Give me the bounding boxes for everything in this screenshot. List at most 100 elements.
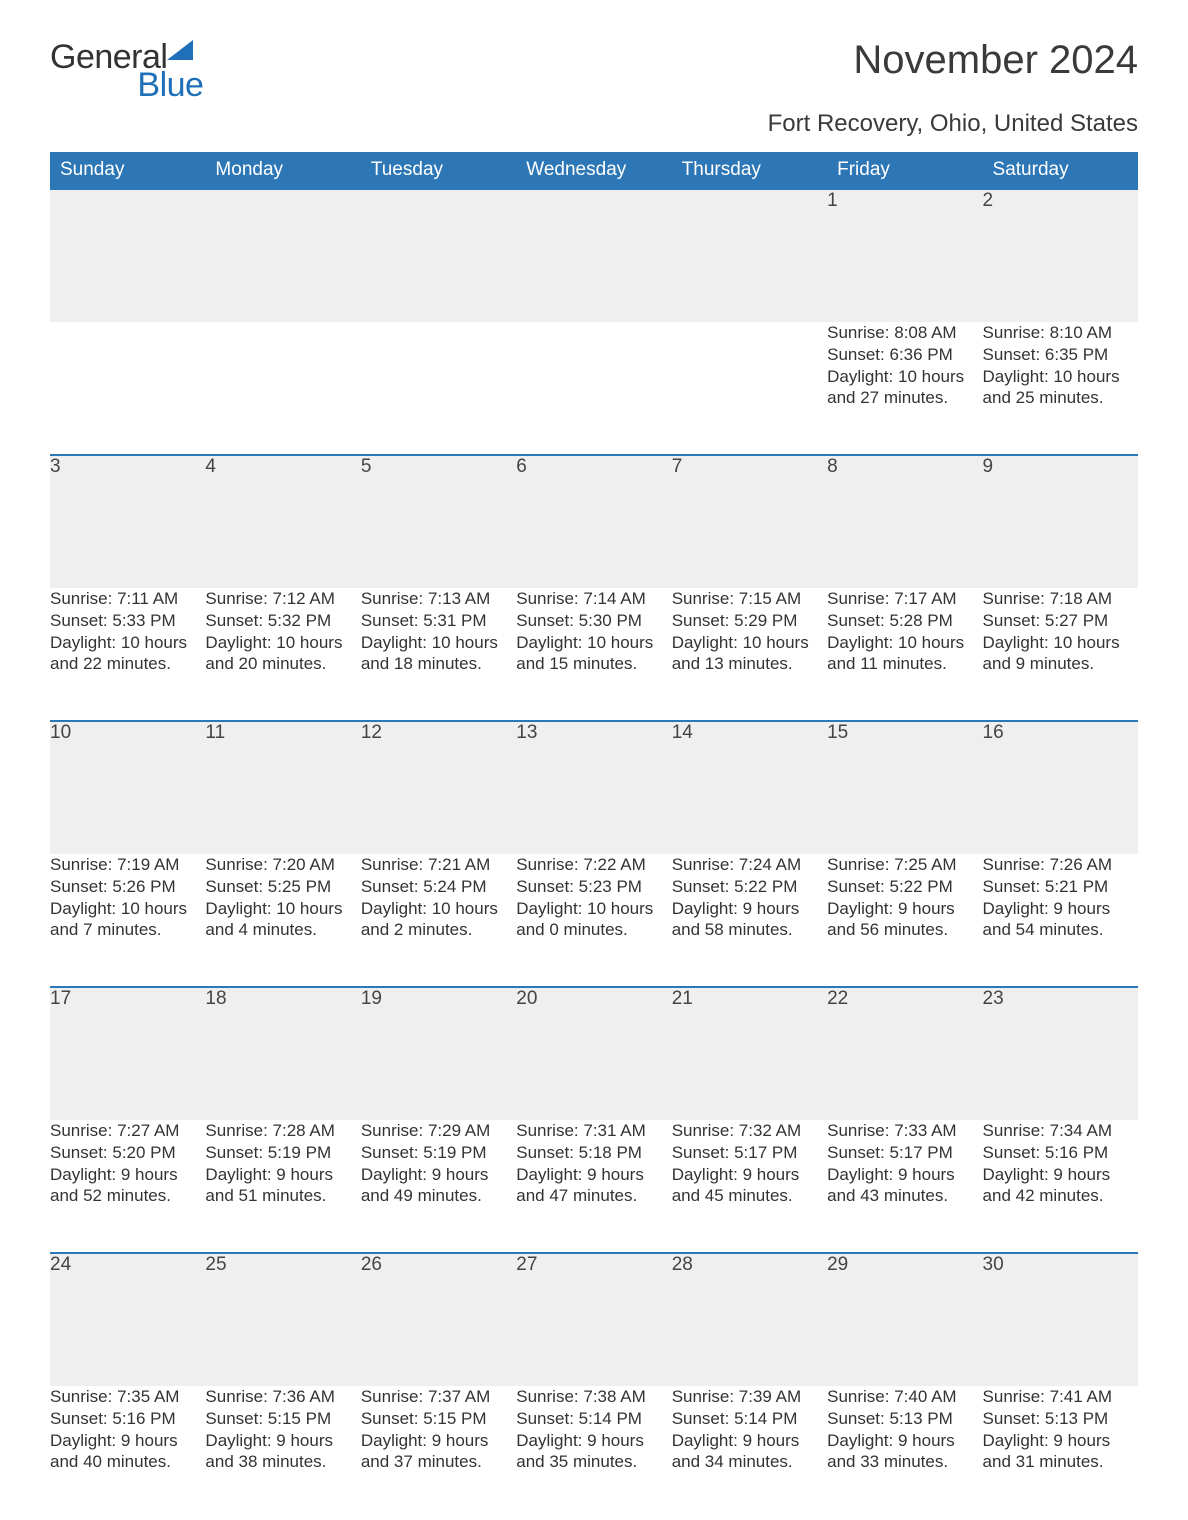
day-details-cell: Sunrise: 7:24 AMSunset: 5:22 PMDaylight:… bbox=[672, 854, 827, 987]
calendar-page: General Blue November 2024 Fort Recovery… bbox=[0, 0, 1188, 1520]
day-sunset: Sunset: 5:20 PM bbox=[50, 1142, 205, 1164]
day-details-cell: Sunrise: 7:29 AMSunset: 5:19 PMDaylight:… bbox=[361, 1120, 516, 1253]
day-header: Tuesday bbox=[361, 152, 516, 189]
sunset-label: Sunset: bbox=[983, 345, 1045, 364]
day-details-cell: Sunrise: 7:33 AMSunset: 5:17 PMDaylight:… bbox=[827, 1120, 982, 1253]
sunset-label: Sunset: bbox=[516, 611, 578, 630]
day-details-cell: Sunrise: 7:25 AMSunset: 5:22 PMDaylight:… bbox=[827, 854, 982, 987]
sunset-label: Sunset: bbox=[361, 1409, 423, 1428]
day-sunrise: Sunrise: 7:18 AM bbox=[983, 588, 1138, 610]
day-number-cell bbox=[516, 189, 671, 322]
sunrise-value: 7:18 AM bbox=[1050, 589, 1112, 608]
day-number: 16 bbox=[983, 722, 1004, 743]
day-number: 5 bbox=[361, 456, 372, 477]
sunrise-value: 7:27 AM bbox=[117, 1121, 179, 1140]
day-number-cell: 3 bbox=[50, 455, 205, 588]
day-sunset: Sunset: 5:32 PM bbox=[205, 610, 360, 632]
sunrise-label: Sunrise: bbox=[827, 855, 894, 874]
day-sunset: Sunset: 5:22 PM bbox=[672, 876, 827, 898]
day-daylight: Daylight: 10 hours and 2 minutes. bbox=[361, 898, 516, 942]
daylight-label: Daylight: bbox=[672, 1165, 743, 1184]
sunset-label: Sunset: bbox=[983, 611, 1045, 630]
sunrise-value: 7:40 AM bbox=[894, 1387, 956, 1406]
sunset-label: Sunset: bbox=[50, 1143, 112, 1162]
daylight-label: Daylight: bbox=[50, 1165, 121, 1184]
day-details-cell: Sunrise: 8:10 AMSunset: 6:35 PMDaylight:… bbox=[983, 322, 1138, 455]
logo-word-2: Blue bbox=[137, 66, 203, 104]
sunrise-label: Sunrise: bbox=[827, 323, 894, 342]
sunset-value: 5:18 PM bbox=[579, 1143, 642, 1162]
day-sunset: Sunset: 5:22 PM bbox=[827, 876, 982, 898]
day-sunset: Sunset: 5:16 PM bbox=[50, 1408, 205, 1430]
day-number: 24 bbox=[50, 1254, 71, 1275]
day-daylight: Daylight: 10 hours and 18 minutes. bbox=[361, 632, 516, 676]
daynum-row: 12 bbox=[50, 189, 1138, 322]
day-sunset: Sunset: 5:25 PM bbox=[205, 876, 360, 898]
day-sunset: Sunset: 5:33 PM bbox=[50, 610, 205, 632]
day-number-cell bbox=[361, 189, 516, 322]
sunrise-label: Sunrise: bbox=[672, 1387, 739, 1406]
day-sunrise: Sunrise: 7:19 AM bbox=[50, 854, 205, 876]
day-sunset: Sunset: 5:19 PM bbox=[361, 1142, 516, 1164]
day-details-cell: Sunrise: 7:18 AMSunset: 5:27 PMDaylight:… bbox=[983, 588, 1138, 721]
day-number: 19 bbox=[361, 988, 382, 1009]
sunrise-label: Sunrise: bbox=[983, 589, 1050, 608]
day-sunset: Sunset: 5:15 PM bbox=[361, 1408, 516, 1430]
day-number-cell: 14 bbox=[672, 721, 827, 854]
day-sunrise: Sunrise: 7:39 AM bbox=[672, 1386, 827, 1408]
day-number: 22 bbox=[827, 988, 848, 1009]
day-sunrise: Sunrise: 7:28 AM bbox=[205, 1120, 360, 1142]
sunset-value: 5:29 PM bbox=[734, 611, 797, 630]
day-number: 14 bbox=[672, 722, 693, 743]
day-number-cell: 16 bbox=[983, 721, 1138, 854]
day-daylight: Daylight: 9 hours and 37 minutes. bbox=[361, 1430, 516, 1474]
daylight-label: Daylight: bbox=[205, 899, 276, 918]
sunset-label: Sunset: bbox=[205, 1409, 267, 1428]
day-details-cell: Sunrise: 7:17 AMSunset: 5:28 PMDaylight:… bbox=[827, 588, 982, 721]
day-sunset: Sunset: 5:21 PM bbox=[983, 876, 1138, 898]
day-daylight: Daylight: 9 hours and 40 minutes. bbox=[50, 1430, 205, 1474]
day-daylight: Daylight: 9 hours and 34 minutes. bbox=[672, 1430, 827, 1474]
day-number-cell: 1 bbox=[827, 189, 982, 322]
sunrise-value: 7:20 AM bbox=[273, 855, 335, 874]
day-daylight: Daylight: 9 hours and 56 minutes. bbox=[827, 898, 982, 942]
sunset-value: 5:25 PM bbox=[268, 877, 331, 896]
sunrise-value: 7:34 AM bbox=[1050, 1121, 1112, 1140]
sunrise-label: Sunrise: bbox=[516, 1121, 583, 1140]
day-details-cell: Sunrise: 7:22 AMSunset: 5:23 PMDaylight:… bbox=[516, 854, 671, 987]
day-details-cell: Sunrise: 7:32 AMSunset: 5:17 PMDaylight:… bbox=[672, 1120, 827, 1253]
sunset-label: Sunset: bbox=[672, 1409, 734, 1428]
sunrise-value: 7:33 AM bbox=[894, 1121, 956, 1140]
day-details-cell: Sunrise: 7:26 AMSunset: 5:21 PMDaylight:… bbox=[983, 854, 1138, 987]
daylight-label: Daylight: bbox=[361, 1431, 432, 1450]
day-header: Wednesday bbox=[516, 152, 671, 189]
sunrise-value: 7:17 AM bbox=[894, 589, 956, 608]
day-sunset: Sunset: 5:28 PM bbox=[827, 610, 982, 632]
day-number-cell: 21 bbox=[672, 987, 827, 1120]
sunset-value: 5:17 PM bbox=[734, 1143, 797, 1162]
day-number-cell: 9 bbox=[983, 455, 1138, 588]
day-details-cell: Sunrise: 7:37 AMSunset: 5:15 PMDaylight:… bbox=[361, 1386, 516, 1480]
sunset-value: 5:15 PM bbox=[268, 1409, 331, 1428]
sunrise-value: 8:08 AM bbox=[894, 323, 956, 342]
sunrise-label: Sunrise: bbox=[205, 589, 272, 608]
day-sunrise: Sunrise: 7:17 AM bbox=[827, 588, 982, 610]
sunrise-label: Sunrise: bbox=[361, 1387, 428, 1406]
daylight-label: Daylight: bbox=[827, 899, 898, 918]
daylight-label: Daylight: bbox=[672, 633, 743, 652]
sunset-label: Sunset: bbox=[516, 1409, 578, 1428]
day-daylight: Daylight: 9 hours and 49 minutes. bbox=[361, 1164, 516, 1208]
day-sunrise: Sunrise: 7:26 AM bbox=[983, 854, 1138, 876]
sunset-value: 5:14 PM bbox=[734, 1409, 797, 1428]
sunrise-value: 7:21 AM bbox=[428, 855, 490, 874]
sunset-value: 5:13 PM bbox=[1045, 1409, 1108, 1428]
sunrise-label: Sunrise: bbox=[361, 589, 428, 608]
day-sunrise: Sunrise: 7:22 AM bbox=[516, 854, 671, 876]
sunset-value: 5:26 PM bbox=[112, 877, 175, 896]
sunrise-label: Sunrise: bbox=[516, 589, 583, 608]
sunset-value: 5:32 PM bbox=[268, 611, 331, 630]
sunset-label: Sunset: bbox=[672, 611, 734, 630]
sunset-label: Sunset: bbox=[827, 1409, 889, 1428]
day-sunrise: Sunrise: 7:12 AM bbox=[205, 588, 360, 610]
day-daylight: Daylight: 10 hours and 4 minutes. bbox=[205, 898, 360, 942]
